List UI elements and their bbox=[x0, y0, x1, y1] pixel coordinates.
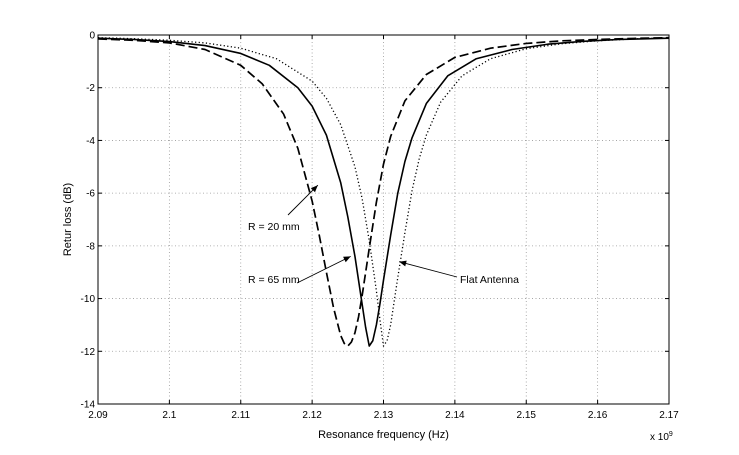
x-tick-label: 2.13 bbox=[374, 410, 394, 421]
x-axis-multiplier-exponent: 9 bbox=[669, 431, 673, 438]
annotation-arrow-line bbox=[287, 184, 319, 216]
x-tick-label: 2.12 bbox=[302, 410, 322, 421]
series-lines bbox=[97, 36, 670, 347]
y-tick-label: -14 bbox=[81, 400, 96, 411]
x-axis-multiplier: x 109 bbox=[650, 431, 673, 443]
x-tick-label: 2.1 bbox=[162, 410, 176, 421]
y-tick-label: -4 bbox=[86, 136, 95, 147]
x-tick-label: 2.14 bbox=[445, 410, 465, 421]
grid-lines bbox=[98, 35, 669, 404]
annotation-arrowhead bbox=[310, 185, 318, 193]
annotations: R = 20 mm R = 65 mm Flat Antenna bbox=[248, 184, 519, 286]
annotation-arrow-line bbox=[399, 261, 458, 278]
y-tick-label: -10 bbox=[81, 294, 96, 305]
annotation-arrowhead bbox=[399, 260, 407, 267]
x-tick-label: 2.17 bbox=[659, 410, 679, 421]
y-tick-label: -8 bbox=[86, 241, 95, 252]
x-tick-label: 2.09 bbox=[88, 410, 108, 421]
axis-ticks: 2.09 2.1 2.11 2.12 2.13 2.14 2.15 2.16 2.17 0 -2 -4… bbox=[81, 31, 680, 422]
x-tick-label: 2.11 bbox=[231, 410, 250, 421]
annotation-label: R = 20 mm bbox=[248, 221, 300, 233]
y-tick-label: -2 bbox=[86, 83, 95, 94]
x-tick-label: 2.15 bbox=[517, 410, 537, 421]
annotation-arrow-line bbox=[296, 255, 351, 284]
x-axis-label: Resonance frequency (Hz) bbox=[318, 429, 449, 441]
y-axis-label: Retur loss (dB) bbox=[62, 183, 74, 256]
x-tick-label: 2.16 bbox=[588, 410, 608, 421]
series-line-flat-antenna bbox=[97, 36, 670, 347]
y-tick-label: 0 bbox=[89, 31, 95, 42]
x-axis-multiplier-base: x 10 bbox=[650, 432, 669, 443]
y-tick-label: -12 bbox=[81, 347, 96, 358]
series-line-r-65-mm bbox=[97, 37, 670, 347]
annotation-label: R = 65 mm bbox=[248, 274, 300, 286]
annotation-arrowhead bbox=[343, 256, 351, 263]
y-tick-label: -6 bbox=[86, 189, 95, 200]
annotation-label: Flat Antenna bbox=[460, 274, 519, 286]
